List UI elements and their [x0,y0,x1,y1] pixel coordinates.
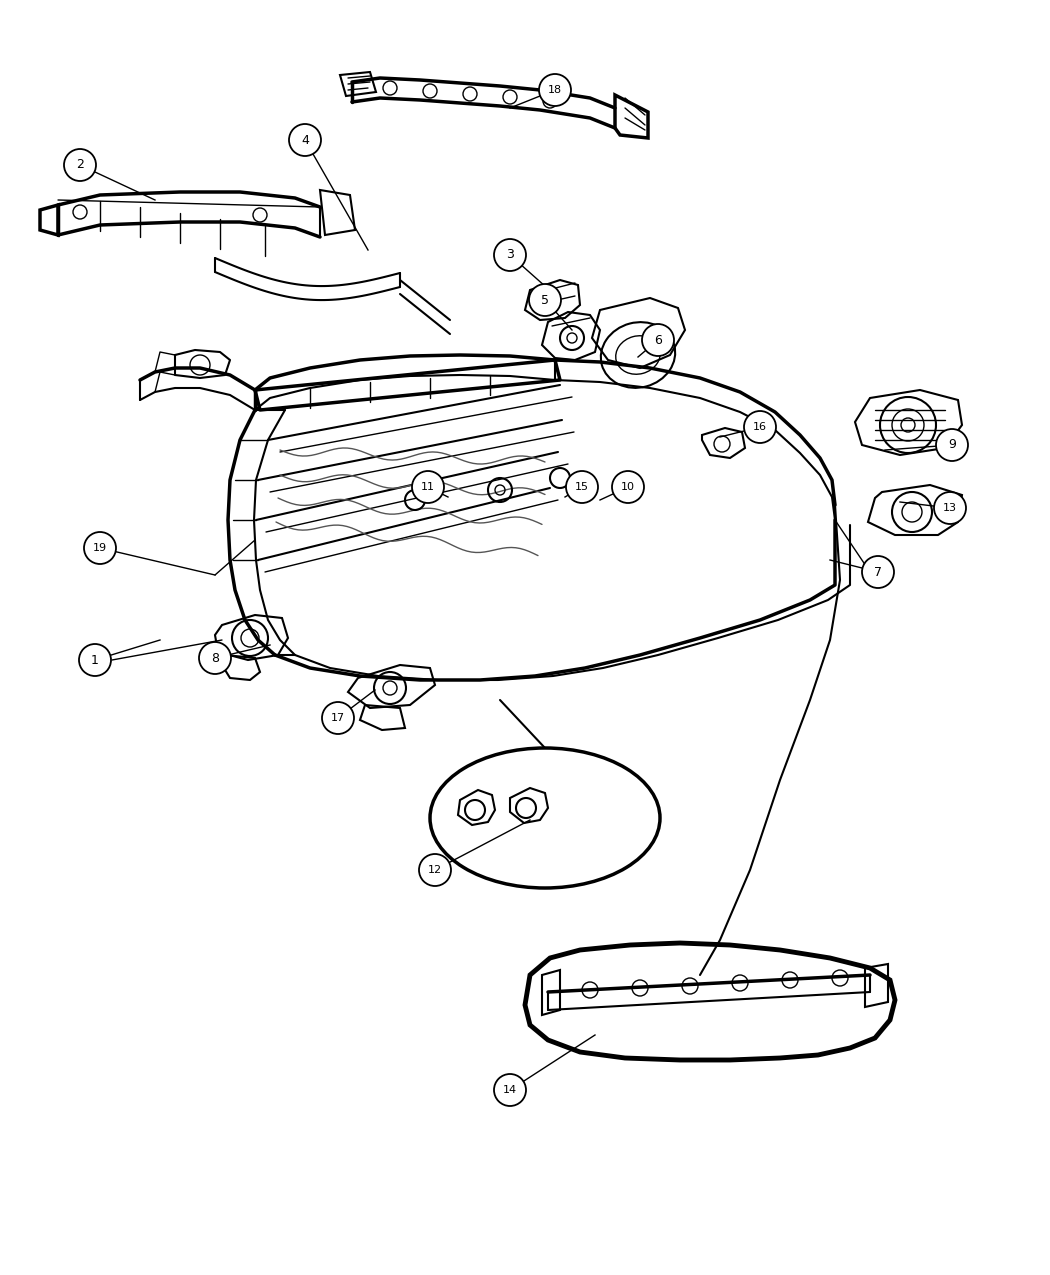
Text: 14: 14 [503,1085,517,1095]
Text: 6: 6 [654,334,662,347]
Text: 10: 10 [621,482,635,492]
Text: 8: 8 [211,652,219,664]
Circle shape [539,74,571,106]
Text: 4: 4 [301,134,309,147]
Text: 12: 12 [428,864,442,875]
Text: 17: 17 [331,713,345,723]
Circle shape [934,492,966,524]
Circle shape [744,411,776,442]
Circle shape [84,532,116,564]
Circle shape [419,854,452,886]
Text: 11: 11 [421,482,435,492]
Text: 1: 1 [91,654,99,667]
Circle shape [322,703,354,734]
Text: 19: 19 [93,543,107,553]
Text: 3: 3 [506,249,513,261]
Circle shape [529,284,561,316]
Circle shape [79,644,111,676]
Circle shape [494,238,526,272]
Circle shape [412,470,444,504]
Circle shape [936,428,968,462]
Text: 16: 16 [753,422,766,432]
Text: 9: 9 [948,439,956,451]
Circle shape [862,556,894,588]
Text: 2: 2 [76,158,84,172]
Circle shape [612,470,644,504]
Text: 5: 5 [541,293,549,306]
Circle shape [566,470,598,504]
Text: 13: 13 [943,504,957,513]
Text: 15: 15 [575,482,589,492]
Text: 18: 18 [548,85,562,96]
Circle shape [494,1074,526,1105]
Circle shape [200,643,231,674]
Text: 7: 7 [874,566,882,579]
Circle shape [642,324,674,356]
Circle shape [64,149,96,181]
Circle shape [289,124,321,156]
